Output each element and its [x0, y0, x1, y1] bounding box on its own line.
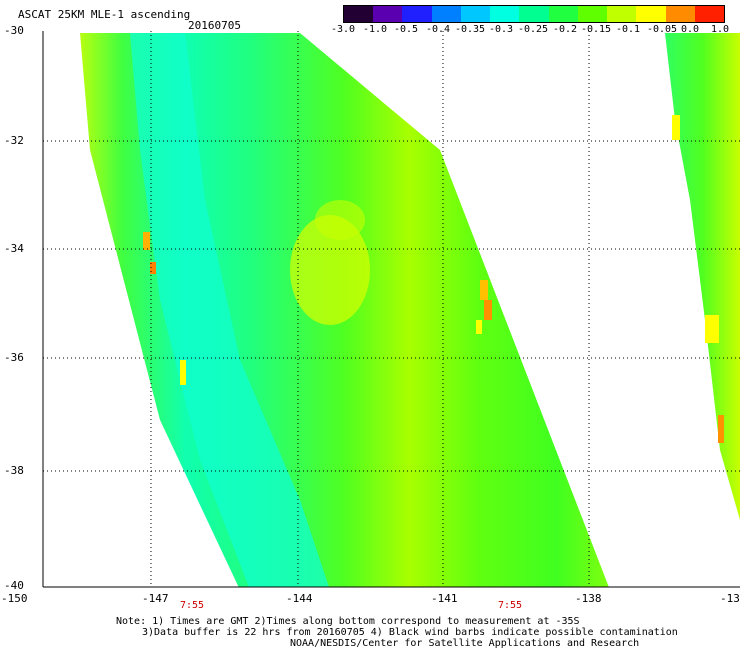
- cyan-band: [130, 33, 329, 587]
- colorbar-swatch: [431, 6, 461, 22]
- time-label: 7:55: [498, 600, 523, 611]
- colorbar-label: -0.25: [517, 24, 549, 35]
- colorbar-swatch: [490, 6, 520, 22]
- colorbar-label: -0.1: [615, 24, 641, 35]
- lon-label: -141: [431, 592, 458, 605]
- lon-label: -147: [142, 592, 169, 605]
- colorbar-swatch: [548, 6, 578, 22]
- lon-label: -138: [575, 592, 602, 605]
- colorbar-swatch: [577, 6, 608, 22]
- colorbar-swatch: [636, 6, 666, 22]
- colorbar-label: -0.15: [580, 24, 612, 35]
- lon-label: -13: [720, 592, 740, 605]
- colorbar-swatch: [519, 6, 549, 22]
- colorbar-label: -3.0: [330, 24, 356, 35]
- colorbar-label: -0.35: [454, 24, 486, 35]
- colorbar-label: 1.0: [710, 24, 730, 35]
- time-label: 7:55: [180, 600, 205, 611]
- colorbar-swatch: [665, 6, 695, 22]
- map-date: 20160705: [188, 19, 241, 32]
- lat-label: -30: [4, 24, 24, 37]
- colorbar-swatch: [607, 6, 637, 22]
- colorbar-label: -1.0: [362, 24, 388, 35]
- colorbar-swatch: [694, 6, 725, 22]
- yellow-blob: [290, 215, 370, 325]
- colorbar-swatch: [373, 6, 403, 22]
- note-line-1: Note: 1) Times are GMT 2)Times along bot…: [116, 616, 580, 627]
- colorbar-label: -0.5: [393, 24, 419, 35]
- colorbar-label: 0.0: [680, 24, 700, 35]
- note-line-2: 3)Data buffer is 22 hrs from 20160705 4)…: [142, 627, 678, 638]
- colorbar-label: -0.3: [488, 24, 514, 35]
- lat-label: -32: [4, 134, 24, 147]
- lat-label: -38: [4, 464, 24, 477]
- lon-label: -150: [1, 592, 28, 605]
- lat-label: -40: [4, 579, 24, 592]
- colorbar-swatch: [460, 6, 491, 22]
- lat-label: -36: [4, 351, 24, 364]
- lon-label: -144: [286, 592, 313, 605]
- colorbar: [343, 5, 725, 23]
- colorbar-swatch: [344, 6, 374, 22]
- colorbar-label: -0.05: [646, 24, 678, 35]
- colorbar-swatch: [402, 6, 432, 22]
- lat-label: -34: [4, 242, 24, 255]
- colorbar-label: -0.2: [552, 24, 578, 35]
- right-swath: [665, 33, 740, 520]
- map-title: ASCAT 25KM MLE-1 ascending: [18, 8, 191, 21]
- colorbar-label: -0.4: [425, 24, 451, 35]
- note-line-3: NOAA/NESDIS/Center for Satellite Applica…: [290, 638, 640, 649]
